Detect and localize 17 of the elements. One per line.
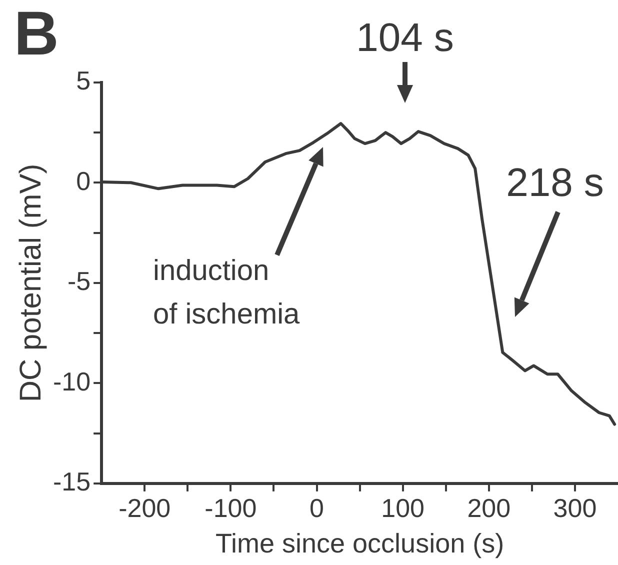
- y-tick-label: -15: [53, 466, 91, 497]
- text: 104 s: [356, 16, 454, 60]
- x-tick-label: 200: [467, 493, 511, 524]
- y-tick-label: 5: [76, 66, 91, 96]
- chart-title: B: [14, 0, 59, 68]
- x-tick-label: 300: [553, 493, 597, 524]
- y-tick-label: -10: [53, 366, 91, 396]
- x-tick-label: 100: [381, 493, 425, 524]
- y-tick-label: -5: [67, 266, 91, 296]
- annotation: induction of ischemia: [153, 255, 301, 330]
- x-tick-label: 0: [310, 493, 324, 524]
- x-tick-label: -100: [204, 493, 257, 524]
- annotation: 218 s: [506, 161, 604, 206]
- x-tick-label: -200: [118, 493, 171, 524]
- y-axis-title: DC potential (mV): [14, 164, 48, 402]
- x-axis-title: Time since occlusion (s): [216, 528, 504, 558]
- y-tick-label: 0: [76, 166, 91, 196]
